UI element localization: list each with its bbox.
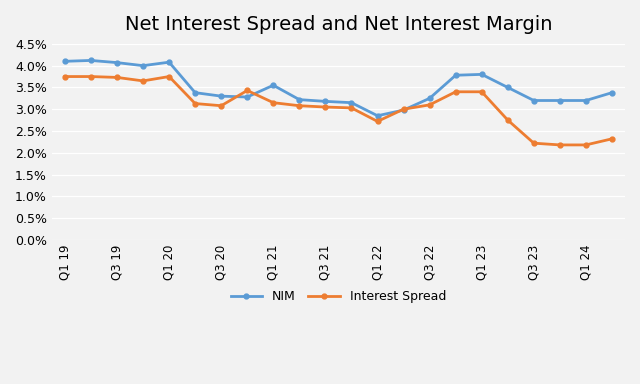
NIM — [426, 96, 433, 101]
Interest Spread — [452, 89, 460, 94]
Interest Spread — [218, 103, 225, 108]
NIM — [140, 63, 147, 68]
NIM — [452, 73, 460, 78]
Interest Spread — [426, 103, 433, 107]
Interest Spread — [140, 79, 147, 83]
Interest Spread — [269, 100, 277, 105]
NIM — [165, 60, 173, 65]
Interest Spread — [243, 88, 251, 93]
Interest Spread — [504, 118, 511, 122]
Interest Spread — [530, 141, 538, 146]
Interest Spread — [478, 89, 486, 94]
Interest Spread — [87, 74, 95, 79]
Interest Spread — [113, 75, 121, 80]
NIM — [582, 98, 590, 103]
NIM — [608, 90, 616, 95]
Interest Spread — [348, 106, 355, 110]
Interest Spread — [191, 101, 199, 106]
NIM — [243, 95, 251, 99]
NIM — [556, 98, 564, 103]
NIM — [374, 113, 381, 118]
NIM — [478, 72, 486, 77]
NIM — [530, 98, 538, 103]
NIM — [113, 60, 121, 65]
Interest Spread — [165, 74, 173, 79]
NIM — [87, 58, 95, 63]
Interest Spread — [296, 103, 303, 108]
Interest Spread — [321, 105, 329, 109]
Interest Spread — [608, 137, 616, 141]
Interest Spread — [556, 142, 564, 147]
NIM — [269, 83, 277, 88]
Line: NIM: NIM — [63, 58, 614, 118]
Line: Interest Spread: Interest Spread — [63, 74, 614, 147]
NIM — [218, 94, 225, 98]
NIM — [296, 97, 303, 102]
Interest Spread — [374, 119, 381, 124]
Interest Spread — [582, 142, 590, 147]
NIM — [321, 99, 329, 104]
NIM — [400, 108, 408, 113]
Legend: NIM, Interest Spread: NIM, Interest Spread — [226, 285, 451, 308]
Interest Spread — [61, 74, 68, 79]
NIM — [504, 85, 511, 90]
Interest Spread — [400, 107, 408, 111]
Title: Net Interest Spread and Net Interest Margin: Net Interest Spread and Net Interest Mar… — [125, 15, 552, 34]
NIM — [348, 100, 355, 105]
NIM — [61, 59, 68, 64]
NIM — [191, 90, 199, 95]
